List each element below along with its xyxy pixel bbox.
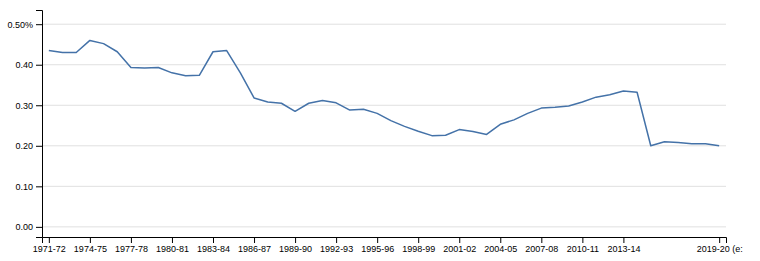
x-tick-label: 1989-90 bbox=[279, 244, 312, 254]
plot: 1971-72 1974-75 1977-78 1980-81 1983-84 1986-… bbox=[7, 11, 742, 255]
x-tick-label: 2010-11 bbox=[567, 244, 599, 254]
chart: 1971-72 1974-75 1977-78 1980-81 1983-84 1986-… bbox=[0, 0, 760, 261]
x-tick: 2001-02 bbox=[443, 237, 476, 254]
x-tick-mark bbox=[418, 237, 419, 243]
x-tick-label: 2004-05 bbox=[484, 244, 517, 254]
x-tick: 1983-84 bbox=[197, 237, 230, 254]
x-tick: 1974-75 bbox=[74, 237, 107, 254]
x-tick-mark bbox=[541, 237, 542, 243]
x-tick: 2007-08 bbox=[525, 237, 558, 254]
x-tick-label: 2007-08 bbox=[525, 244, 558, 254]
x-tick: 1980-81 bbox=[156, 237, 189, 254]
line bbox=[49, 40, 719, 145]
x-tick-mark bbox=[131, 237, 132, 243]
x-tick: 1998-99 bbox=[402, 237, 435, 254]
y-tick-mark bbox=[36, 65, 42, 66]
x-axis-line bbox=[43, 238, 727, 244]
x-tick-label: 2001-02 bbox=[443, 244, 476, 254]
grid bbox=[42, 24, 726, 227]
x-tick: 1977-78 bbox=[115, 237, 148, 254]
x-tick-mark bbox=[459, 237, 460, 243]
y-axis: 0.00 0.10 0.20 0.30 0.40 0.50% bbox=[7, 11, 42, 238]
y-tick-label: 0.30 bbox=[15, 101, 33, 111]
x-axis: 1971-72 1974-75 1977-78 1980-81 1983-84 1986-… bbox=[33, 237, 743, 254]
x-tick: 1986-87 bbox=[238, 237, 271, 254]
x-tick-label: 1971-72 bbox=[33, 244, 66, 254]
y-tick-label: 0.10 bbox=[15, 182, 33, 192]
x-tick: 1971-72 bbox=[33, 237, 66, 254]
y-tick: 0.10 bbox=[15, 182, 42, 192]
x-tick-mark bbox=[377, 237, 378, 243]
x-tick: 1992-93 bbox=[320, 237, 353, 254]
y-tick-mark bbox=[36, 146, 42, 147]
grid-line bbox=[42, 64, 726, 65]
x-tick-mark bbox=[623, 237, 624, 243]
x-tick-mark bbox=[254, 237, 255, 243]
x-tick: 2019-20 (e: bbox=[697, 237, 743, 254]
y-tick-mark bbox=[36, 186, 42, 187]
x-tick-label: 1995-96 bbox=[361, 244, 394, 254]
grid-line bbox=[42, 24, 726, 25]
x-tick-label: 1983-84 bbox=[197, 244, 230, 254]
marks bbox=[49, 40, 719, 145]
x-tick-mark bbox=[500, 237, 501, 243]
grid-line bbox=[42, 226, 726, 227]
y-tick-label: 0.20 bbox=[15, 141, 33, 151]
x-tick: 2013-14 bbox=[607, 237, 640, 254]
y-tick-label: 0.00 bbox=[15, 222, 33, 232]
grid-line bbox=[42, 145, 726, 146]
x-tick-label: 1986-87 bbox=[238, 244, 271, 254]
y-tick-label: 0.40 bbox=[15, 60, 33, 70]
x-tick-label: 1998-99 bbox=[402, 244, 435, 254]
y-tick-mark bbox=[36, 105, 42, 106]
x-tick: 1995-96 bbox=[361, 237, 394, 254]
x-tick-mark bbox=[582, 237, 583, 243]
x-tick-mark bbox=[336, 237, 337, 243]
y-tick-label: 0.50% bbox=[7, 20, 33, 30]
x-tick-label: 1974-75 bbox=[74, 244, 107, 254]
y-tick: 0.20 bbox=[15, 141, 42, 151]
x-tick: 2004-05 bbox=[484, 237, 517, 254]
x-tick-label: 1980-81 bbox=[156, 244, 189, 254]
y-tick: 0.50% bbox=[7, 20, 42, 30]
x-tick-label: 1992-93 bbox=[320, 244, 353, 254]
x-tick-mark bbox=[295, 237, 296, 243]
y-tick: 0.00 bbox=[15, 222, 42, 232]
y-tick: 0.30 bbox=[15, 101, 42, 111]
grid-line bbox=[42, 186, 726, 187]
x-tick: 1989-90 bbox=[279, 237, 312, 254]
x-tick-mark bbox=[719, 237, 720, 243]
y-axis-line bbox=[36, 11, 43, 238]
x-tick-label: 2019-20 (e: bbox=[697, 244, 743, 254]
x-tick-mark bbox=[49, 237, 50, 243]
x-tick: 2010-11 bbox=[567, 237, 599, 254]
x-tick-label: 2013-14 bbox=[607, 244, 640, 254]
x-tick-mark bbox=[213, 237, 214, 243]
x-tick-mark bbox=[90, 237, 91, 243]
y-tick: 0.40 bbox=[15, 60, 42, 70]
grid-line bbox=[42, 105, 726, 106]
y-tick-mark bbox=[36, 227, 42, 228]
y-tick-mark bbox=[36, 24, 42, 25]
x-tick-mark bbox=[172, 237, 173, 243]
x-tick-label: 1977-78 bbox=[115, 244, 148, 254]
